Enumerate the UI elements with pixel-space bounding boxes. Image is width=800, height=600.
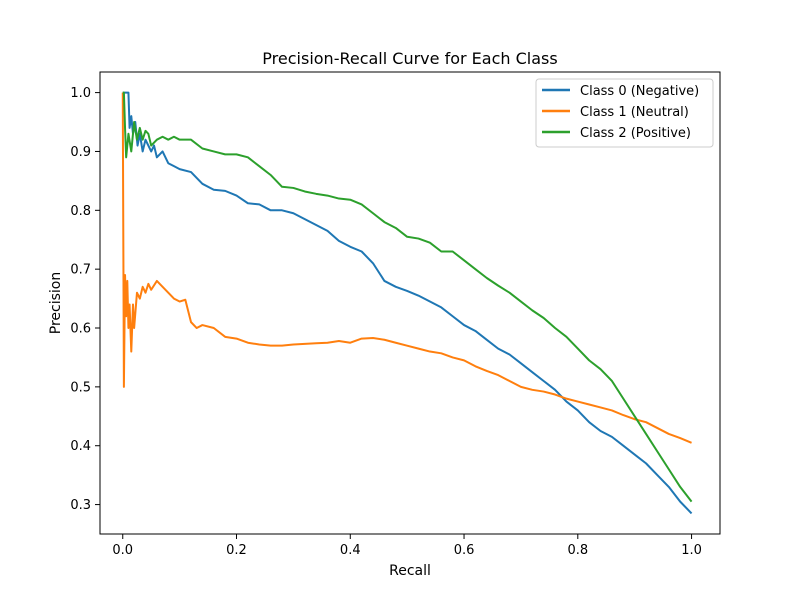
series-line-2 [122,91,693,503]
y-tick-label: 0.5 [70,380,91,395]
y-tick-label: 0.9 [70,145,91,160]
y-tick-label: 1.0 [70,86,91,101]
legend-label-1: Class 1 (Neutral) [580,105,689,120]
y-tick-label: 0.8 [70,204,91,219]
x-tick-label: 0.4 [340,543,361,558]
x-axis-label: Recall [389,563,431,579]
y-axis-ticks: 0.3 0.4 0.5 0.6 0.7 0.8 0.9 1.0 [70,86,100,513]
x-tick-label: 0.2 [226,543,247,558]
y-tick-label: 0.4 [70,439,91,454]
y-tick-label: 0.7 [70,263,91,278]
legend-label-0: Class 0 (Negative) [580,84,699,99]
legend-label-2: Class 2 (Positive) [580,126,691,141]
x-axis-ticks: 0.0 0.2 0.4 0.6 0.8 1.0 [112,534,702,558]
y-tick-label: 0.3 [70,498,91,513]
series-line-1 [121,92,692,444]
plot-area-frame [99,71,721,535]
series-lines [121,91,693,515]
x-tick-label: 1.0 [681,543,702,558]
legend: Class 0 (Negative) Class 1 (Neutral) Class… [535,78,714,148]
x-tick-label: 0.0 [112,543,133,558]
chart-title: Precision-Recall Curve for Each Class [262,49,557,68]
y-tick-label: 0.6 [70,322,91,337]
series-line-0 [122,91,693,515]
y-axis-label: Precision [48,272,64,334]
x-tick-label: 0.8 [567,543,588,558]
x-tick-label: 0.6 [454,543,475,558]
legend-box [535,78,714,148]
